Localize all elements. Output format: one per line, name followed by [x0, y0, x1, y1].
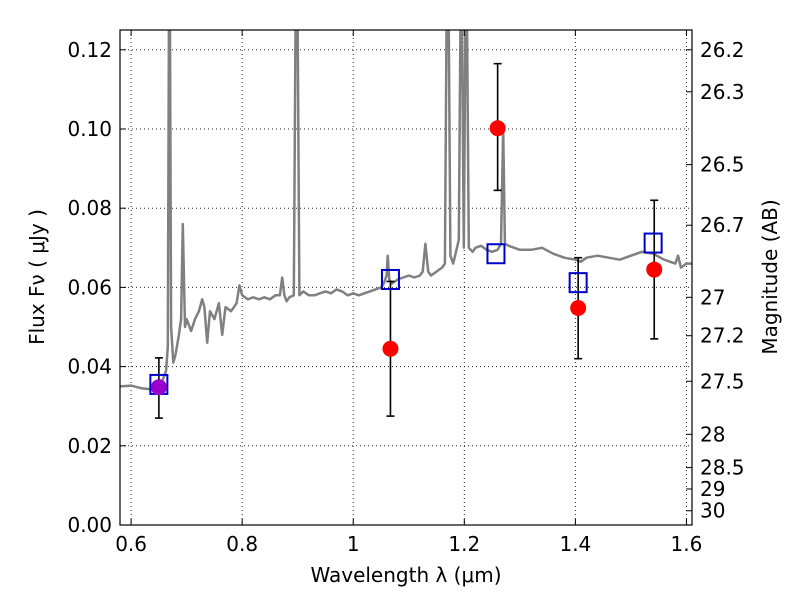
right-tick-label: 27	[700, 285, 725, 309]
right-tick-label: 29	[700, 477, 725, 501]
x-tick-label: 1.6	[671, 532, 703, 556]
y-tick-label: 0.00	[67, 513, 112, 537]
plot-area	[120, 30, 692, 419]
y-tick-label: 0.06	[67, 275, 112, 299]
y-tick-label: 0.02	[67, 434, 112, 458]
observed-dots	[150, 120, 663, 396]
spectrum-line	[120, 30, 692, 391]
grid	[120, 30, 692, 525]
x-tick-label: 1.4	[559, 532, 591, 556]
x-axis-ticks: 0.6 0.8 1 1.2 1.4 1.6	[115, 30, 702, 556]
model-square	[568, 272, 588, 294]
x-tick-label: 0.8	[226, 532, 258, 556]
observed-point	[570, 299, 587, 316]
y-tick-label: 0.12	[67, 38, 112, 62]
right-axis-title: Magnitude (AB)	[758, 199, 782, 354]
model-square	[643, 232, 663, 254]
x-tick-label: 1	[347, 532, 360, 556]
y-axis-title: Flux Fν ( μJy )	[25, 209, 49, 345]
observed-point	[489, 120, 506, 137]
model-square	[380, 268, 400, 290]
y-tick-label: 0.08	[67, 196, 112, 220]
error-bars	[154, 62, 659, 419]
y-axis-ticks: 0.00 0.02 0.04 0.06 0.08 0.10 0.12	[67, 38, 126, 537]
right-tick-label: 26.2	[700, 38, 745, 62]
model-square	[486, 243, 506, 265]
right-tick-label: 26.3	[700, 80, 745, 104]
y-tick-label: 0.10	[67, 117, 112, 141]
x-tick-label: 0.6	[115, 532, 147, 556]
right-tick-label: 26.5	[700, 153, 745, 177]
right-tick-label: 26.7	[700, 213, 745, 237]
right-tick-label: 28.5	[700, 456, 745, 480]
x-tick-label: 1.2	[448, 532, 480, 556]
right-tick-label: 28	[700, 422, 725, 446]
observed-point-violet	[150, 379, 167, 396]
x-axis-title: Wavelength λ (μm)	[310, 563, 501, 587]
right-tick-label: 27.2	[700, 324, 745, 348]
plot-frame	[119, 29, 693, 526]
right-tick-label: 27.5	[700, 369, 745, 393]
right-tick-label: 30	[700, 499, 725, 523]
y-tick-label: 0.04	[67, 355, 112, 379]
observed-point	[646, 261, 663, 278]
observed-point	[382, 340, 399, 357]
